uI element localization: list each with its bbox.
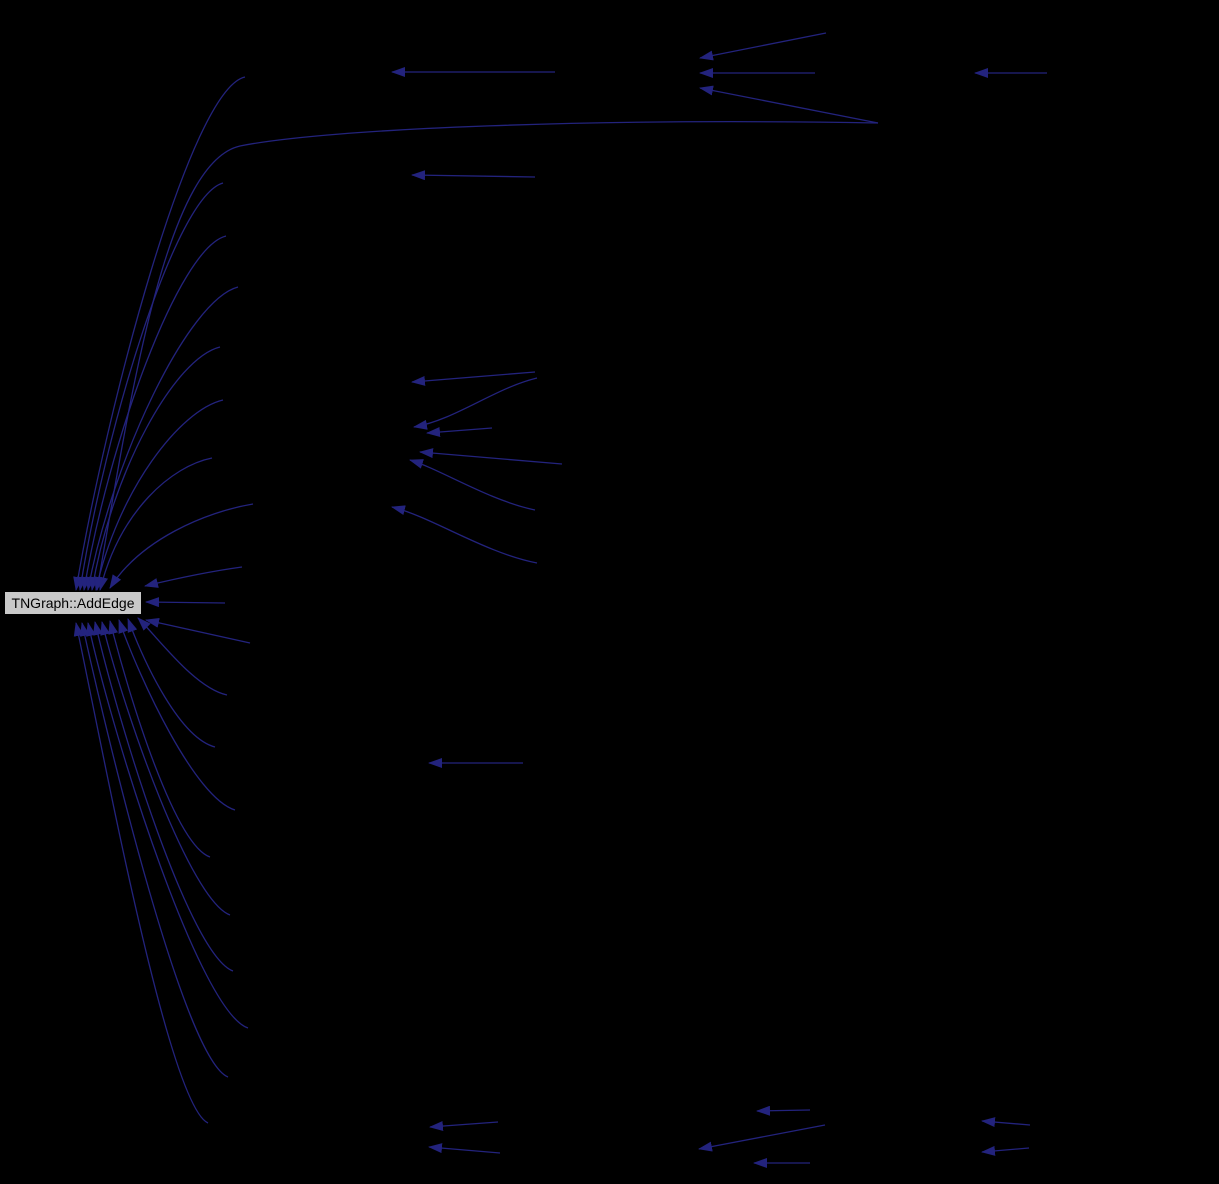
fan-edge-15 — [108, 620, 211, 858]
fan-edge-17 — [93, 621, 234, 972]
node-tngraph-addedge[interactable]: TNGraph::AddEdge — [4, 591, 142, 615]
fan-edge-9 — [144, 566, 243, 588]
fan-edge-14 — [118, 619, 236, 811]
link-edge-c — [411, 371, 536, 386]
fan-edge-3 — [81, 235, 227, 591]
fan-edge-5 — [89, 346, 221, 591]
fan-edge-10 — [145, 597, 226, 608]
fan-edge-20 — [73, 622, 209, 1124]
link-edge-n — [699, 85, 879, 124]
link-edge-h — [391, 505, 538, 564]
link-edge-f — [419, 448, 563, 465]
fan-edge-18 — [85, 622, 249, 1029]
fan-edge-long-right — [94, 121, 879, 591]
link-edge-s — [981, 1117, 1031, 1128]
link-edge-j — [429, 1121, 499, 1132]
fan-edge-19 — [79, 622, 229, 1078]
link-edge-b — [411, 170, 536, 181]
fan-edge-8 — [109, 503, 254, 589]
fan-edge-16 — [100, 621, 231, 916]
fan-edge-7 — [98, 457, 213, 591]
link-edge-t — [981, 1145, 1030, 1156]
link-edge-k — [428, 1143, 501, 1154]
fan-edge-13 — [127, 618, 216, 748]
fan-edge-11 — [145, 617, 251, 644]
link-edge-d — [413, 377, 538, 430]
fan-edge-2 — [77, 182, 224, 591]
link-edge-e — [426, 427, 493, 437]
fan-edge-12 — [137, 617, 228, 696]
fan-edge-1 — [73, 76, 246, 591]
link-edge-p — [756, 1105, 811, 1116]
fan-edge-4 — [85, 286, 239, 591]
link-edge-g — [409, 459, 536, 511]
link-edge-l — [699, 32, 827, 61]
fan-edge-6 — [93, 399, 224, 591]
link-edge-q — [698, 1124, 826, 1152]
